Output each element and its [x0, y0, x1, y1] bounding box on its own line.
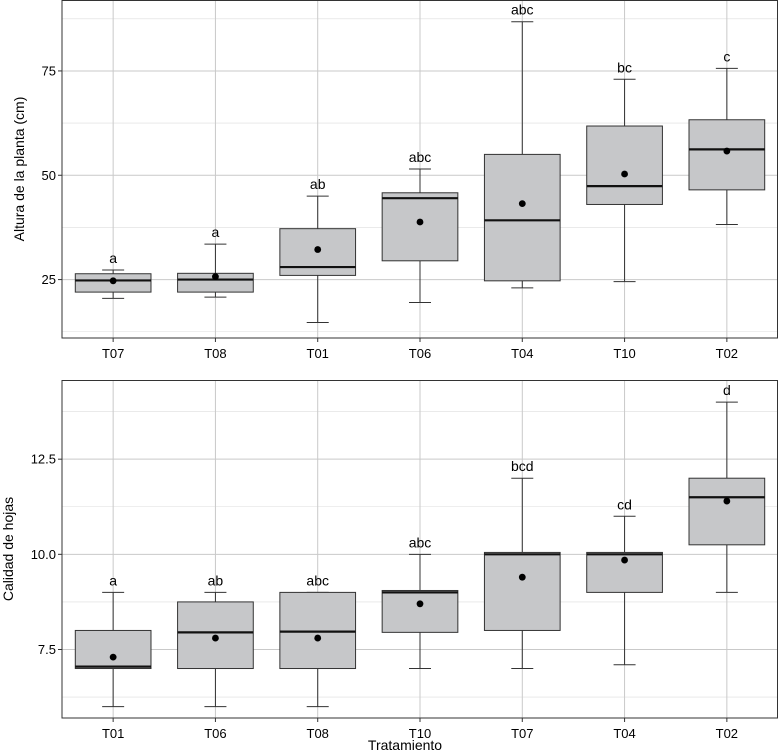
x-tick-label: T04 — [511, 346, 533, 361]
x-tick-label: T07 — [511, 726, 533, 741]
panel-leaf-quality: 7.5 10.0 12.5 T01 T06 T08 T10 T07 T04 T02 a ab abc ab… — [0, 380, 778, 753]
box-T07: bcd — [483, 458, 561, 670]
mean-point — [518, 200, 526, 208]
box-T04: abc — [483, 2, 561, 289]
box-T07: a — [74, 250, 152, 299]
significance-letter: a — [109, 250, 117, 266]
y-tick-label: 25 — [42, 272, 56, 287]
mean-point — [212, 273, 219, 281]
x-tick-label: T07 — [102, 346, 124, 361]
mean-point — [212, 634, 219, 642]
x-tick-label: T02 — [716, 346, 738, 361]
mean-point — [723, 147, 731, 155]
x-tick-label: T01 — [102, 726, 124, 741]
significance-letter: abc — [306, 572, 329, 588]
significance-letter: abc — [511, 2, 534, 18]
mean-point — [621, 170, 628, 178]
x-tick-label: T06 — [204, 726, 226, 741]
x-tick-label: T08 — [307, 726, 329, 741]
significance-letter: bc — [617, 59, 632, 75]
significance-letter: a — [109, 572, 117, 588]
y-tick-label: 50 — [42, 168, 56, 183]
box-T02: d — [688, 382, 766, 593]
y-tick-label: 75 — [42, 63, 56, 78]
x-tick-label: T01 — [307, 346, 329, 361]
panel-plant-height: 25 50 75 T07 T08 T01 T06 T04 T10 T02 a a ab abc abc bc c… — [11, 0, 778, 361]
x-tick-label: T02 — [716, 726, 738, 741]
significance-letter: ab — [208, 572, 224, 588]
y-tick-label: 7.5 — [38, 642, 56, 657]
significance-letter: ab — [310, 176, 326, 192]
mean-point — [314, 246, 322, 253]
box-T10: abc — [381, 534, 459, 670]
x-axis-title: Tratamiento — [368, 737, 442, 753]
x-tick-label: T10 — [613, 346, 635, 361]
box-iqr — [483, 551, 561, 631]
x-tick-label: T10 — [409, 726, 431, 741]
box-T10: bc — [586, 59, 663, 283]
x-tick-label: T08 — [204, 346, 226, 361]
significance-letter: bcd — [511, 458, 534, 474]
mean-point — [416, 600, 424, 608]
box-T01: a — [74, 572, 152, 708]
mean-point — [109, 653, 117, 661]
mean-point — [314, 634, 322, 642]
significance-letter: abc — [409, 149, 432, 165]
significance-letter: c — [723, 48, 730, 64]
x-tick-label: T06 — [409, 346, 431, 361]
box-T01: ab — [279, 176, 357, 324]
y-tick-label: 10.0 — [31, 547, 56, 562]
box-iqr — [279, 591, 357, 670]
box-iqr — [483, 153, 561, 282]
y-tick-label: 12.5 — [31, 452, 56, 467]
x-tick-label: T04 — [613, 726, 635, 741]
box-T06: abc — [381, 149, 459, 304]
panel-border — [61, 380, 778, 719]
box-T02: c — [688, 48, 766, 225]
box-iqr — [688, 119, 766, 191]
significance-letter: abc — [409, 534, 432, 550]
mean-point — [518, 573, 526, 581]
mean-point — [109, 277, 117, 285]
box-iqr — [586, 125, 663, 205]
panel-border — [61, 0, 778, 339]
mean-point — [416, 218, 424, 226]
box-T04: cd — [586, 496, 663, 666]
significance-letter: a — [212, 224, 220, 240]
y-axis-title: Altura de la planta (cm) — [11, 97, 27, 242]
y-axis-title: Calidad de hojas — [0, 497, 16, 601]
box-iqr — [74, 629, 152, 670]
significance-letter: d — [723, 382, 731, 398]
box-iqr — [381, 589, 459, 633]
box-iqr — [381, 192, 459, 262]
significance-letter: cd — [617, 496, 632, 512]
box-iqr — [586, 551, 663, 593]
mean-point — [723, 497, 731, 505]
box-T08: abc — [279, 572, 357, 708]
mean-point — [621, 556, 628, 564]
box-iqr — [688, 477, 766, 546]
box-T08: a — [177, 224, 254, 298]
box-T06: ab — [177, 572, 254, 708]
